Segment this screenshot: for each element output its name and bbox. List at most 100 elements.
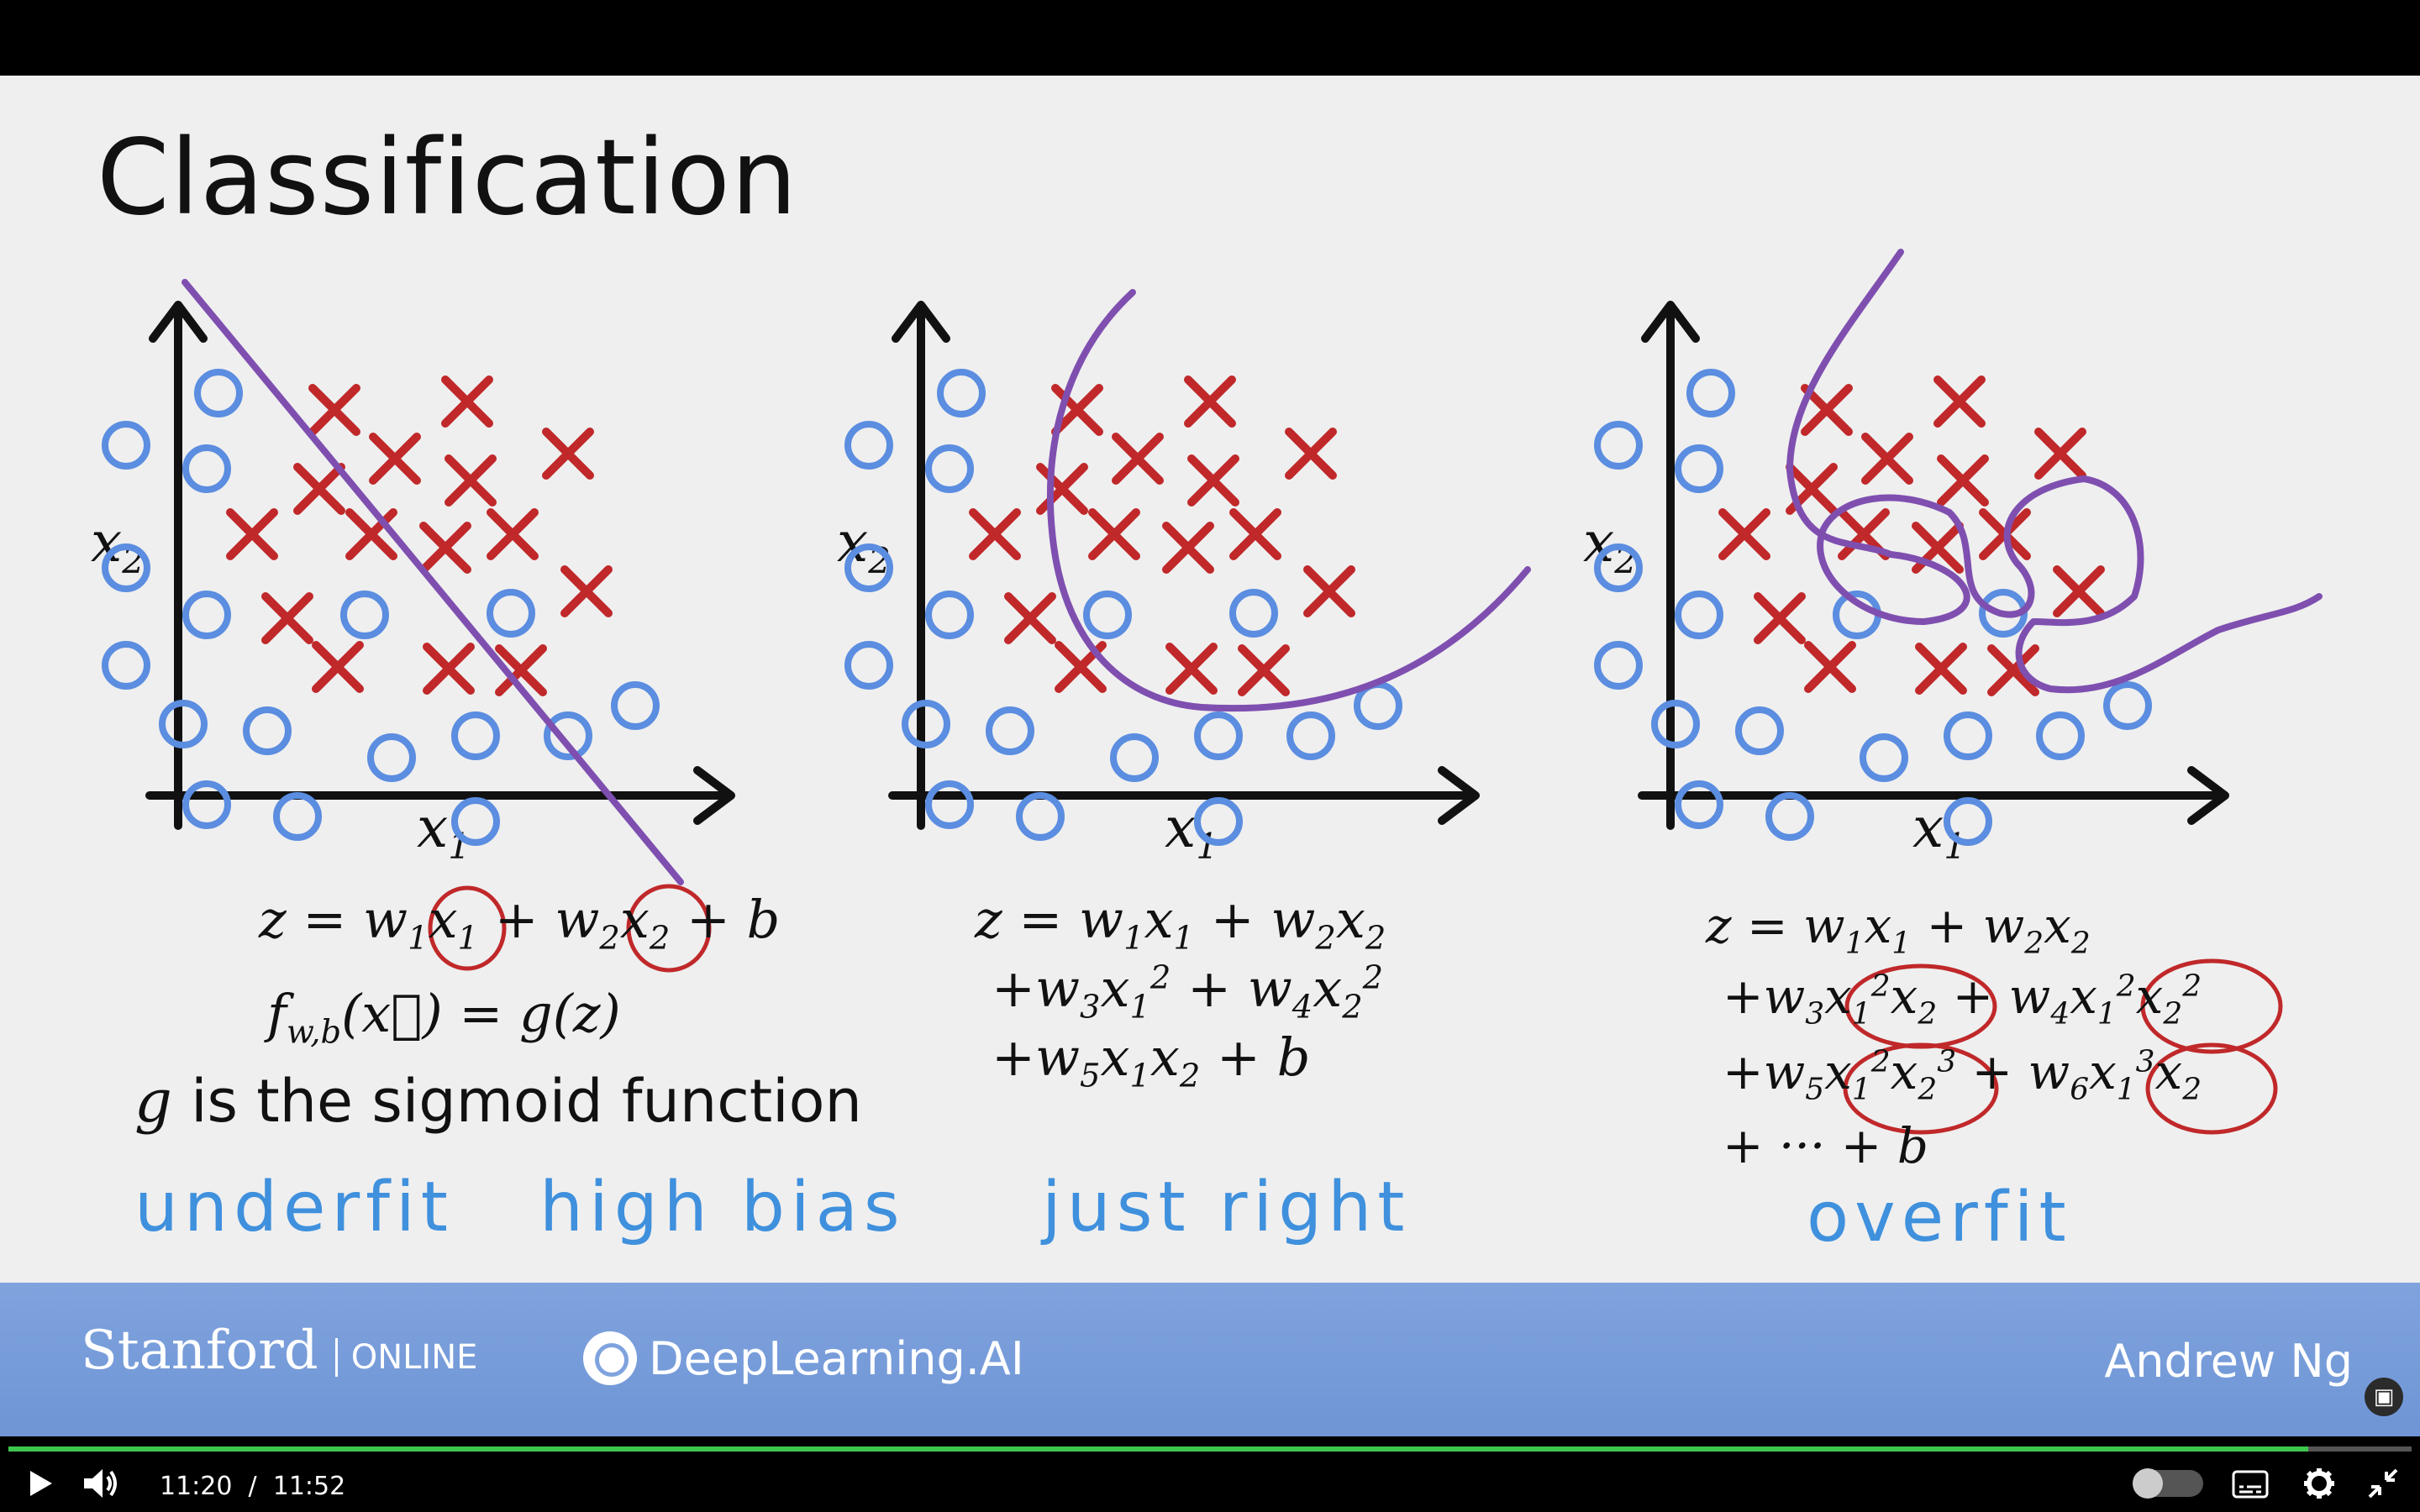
settings-icon[interactable] xyxy=(2302,1467,2336,1500)
classification-plots: x2 x1 x2 x1 x2 x1 xyxy=(91,249,2323,1135)
negative-example-circle xyxy=(1944,711,1992,760)
negative-example-circle xyxy=(194,369,243,417)
exit-fullscreen-icon[interactable] xyxy=(2366,1467,2400,1500)
positive-example-cross xyxy=(1051,384,1103,436)
positive-example-cross xyxy=(2053,565,2105,617)
negative-example-circle xyxy=(182,444,231,493)
circle-x2 xyxy=(626,884,712,973)
negative-example-circle xyxy=(159,700,208,748)
positive-example-cross xyxy=(495,644,547,696)
negative-example-circle xyxy=(544,711,592,760)
negative-example-circle xyxy=(844,421,893,470)
progress-fill xyxy=(8,1446,2309,1452)
positive-example-cross xyxy=(419,522,471,574)
equation-z-poly-1: z = w1x1 + w2x2 xyxy=(1706,897,2091,961)
positive-example-cross xyxy=(1184,375,1236,428)
slide-footer: Stanford ONLINE DeepLearning.AI Andrew Ng xyxy=(0,1283,2420,1436)
positive-example-cross xyxy=(969,508,1021,560)
positive-example-cross xyxy=(445,454,497,507)
positive-example-cross xyxy=(1004,592,1056,644)
negative-example-circle xyxy=(1194,711,1243,760)
volume-icon[interactable] xyxy=(82,1467,119,1500)
circle-x1 xyxy=(428,885,507,971)
axis-y-3 xyxy=(1641,301,1700,830)
deeplearning-icon xyxy=(583,1331,637,1385)
positive-example-cross xyxy=(308,384,360,436)
equation-z-poly-3: +w5x12x23 + w6x13x2 xyxy=(1723,1043,2202,1107)
positive-example-cross xyxy=(226,508,278,560)
equation-f: fw,b(x⃗) = g(z) xyxy=(267,983,621,1052)
label-high-bias: high bias xyxy=(539,1168,906,1247)
label-overfit: overfit xyxy=(1807,1178,2072,1257)
x-label-2: x1 xyxy=(1165,795,1218,867)
equation-z-quadratic-2: +w3x12 + w4x22 xyxy=(992,958,1384,1026)
sigmoid-note: g is the sigmoid function xyxy=(134,1067,862,1136)
positive-example-cross xyxy=(423,643,475,695)
negative-example-circle xyxy=(1686,369,1735,417)
label-underfit: underfit xyxy=(134,1168,454,1247)
lecture-slide: Classification x2 x1 x2 x1 x2 x1 xyxy=(0,76,2420,1283)
positive-example-cross xyxy=(542,428,594,480)
negative-example-circle xyxy=(1016,792,1065,841)
negative-example-circle xyxy=(451,711,500,760)
positive-example-cross xyxy=(1861,433,1913,485)
negative-example-circle xyxy=(925,444,974,493)
autoplay-toggle-icon[interactable] xyxy=(2133,1468,2203,1499)
positive-example-cross xyxy=(345,508,397,560)
positive-example-cross xyxy=(441,375,493,428)
circle-term-4 xyxy=(2145,1042,2278,1135)
positive-example-cross xyxy=(1915,643,1967,695)
positive-example-cross xyxy=(1804,641,1856,693)
positive-example-cross xyxy=(487,508,539,560)
negative-example-circle xyxy=(844,641,893,690)
positive-example-cross xyxy=(1229,508,1281,560)
axis-y-2 xyxy=(892,301,950,830)
axis-x-1 xyxy=(145,766,735,825)
equation-z-linear: z = w1x1 + w2x2 + b xyxy=(259,889,781,958)
negative-example-circle xyxy=(487,589,535,638)
positive-example-cross xyxy=(1088,508,1140,560)
negative-example-circle xyxy=(102,543,150,592)
negative-example-circle xyxy=(273,792,322,841)
presenter-name: Andrew Ng xyxy=(2104,1335,2353,1388)
negative-example-circle xyxy=(925,780,974,829)
negative-example-circle xyxy=(182,591,231,639)
negative-example-circle xyxy=(1675,780,1723,829)
negative-example-circle xyxy=(2103,681,2152,730)
equation-z-quadratic-3: +w5x1x2 + b xyxy=(992,1026,1311,1095)
x-label-3: x1 xyxy=(1912,795,1966,867)
play-icon[interactable] xyxy=(25,1468,55,1499)
positive-example-cross xyxy=(1165,643,1218,695)
equation-z-poly-4: + ··· + b xyxy=(1723,1117,1928,1174)
positive-example-cross xyxy=(1285,428,1337,480)
negative-example-circle xyxy=(937,369,986,417)
stanford-online-logo: Stanford ONLINE xyxy=(81,1320,478,1382)
time-display: 11:20 / 11:52 xyxy=(160,1472,346,1501)
axis-x-3 xyxy=(1638,766,2229,825)
positive-example-cross xyxy=(1718,508,1770,560)
negative-example-circle xyxy=(902,700,950,748)
axis-y-1 xyxy=(149,301,208,830)
video-controls: 11:20 / 11:52 xyxy=(0,1436,2420,1512)
negative-example-circle xyxy=(340,591,389,639)
positive-example-cross xyxy=(369,433,421,485)
negative-example-circle xyxy=(1765,792,1814,841)
captions-icon[interactable] xyxy=(2232,1470,2269,1499)
negative-example-circle xyxy=(102,421,150,470)
progress-bar[interactable] xyxy=(8,1446,2412,1452)
screenshot-capture-icon[interactable]: ▣ xyxy=(2365,1378,2403,1416)
positive-example-cross xyxy=(1162,522,1214,574)
negative-example-circle xyxy=(1594,543,1643,592)
positive-example-cross xyxy=(1112,433,1164,485)
negative-example-circle xyxy=(1651,700,1700,748)
negative-example-circle xyxy=(611,681,660,730)
equation-z-quadratic-1: z = w1x1 + w2x2 xyxy=(975,889,1386,958)
positive-example-cross xyxy=(2034,428,2086,480)
negative-example-circle xyxy=(1110,733,1159,782)
negative-example-circle xyxy=(925,591,974,639)
slide-title: Classification xyxy=(97,118,798,239)
positive-example-cross xyxy=(560,565,613,617)
positive-example-cross xyxy=(1303,565,1355,617)
positive-example-cross xyxy=(1238,644,1290,696)
positive-example-cross xyxy=(261,592,313,644)
